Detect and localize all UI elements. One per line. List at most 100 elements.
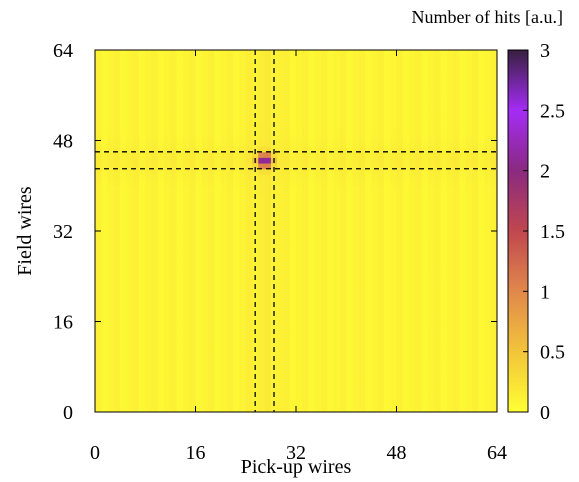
heatmap-cell [465, 321, 473, 328]
heatmap-cell [390, 185, 397, 192]
heatmap-cell [208, 180, 215, 187]
heatmap-cell [164, 225, 171, 232]
heatmap-cell [289, 395, 297, 402]
heatmap-cell [138, 355, 146, 362]
heatmap-cell [308, 112, 316, 119]
heatmap-cell [453, 287, 460, 294]
heatmap-cell [189, 327, 196, 334]
heatmap-cell [308, 72, 316, 79]
heatmap-cell [220, 151, 228, 158]
heatmap-cell [164, 185, 171, 192]
heatmap-cell [252, 89, 259, 96]
heatmap-cell [371, 270, 379, 277]
heatmap-cell [157, 247, 165, 255]
heatmap-cell [264, 61, 272, 68]
heatmap-cell [302, 361, 309, 368]
heatmap-cell [321, 117, 328, 124]
heatmap-cell [214, 338, 222, 345]
heatmap-cell [245, 146, 253, 153]
heatmap-cell [396, 151, 404, 158]
heatmap-cell [308, 180, 316, 187]
heatmap-cell [296, 163, 303, 170]
heatmap-cell [402, 293, 410, 300]
heatmap-cell [145, 355, 152, 362]
heatmap-cell [484, 304, 492, 311]
heatmap-cell [365, 383, 372, 390]
heatmap-cell [478, 332, 485, 339]
heatmap-cell [239, 321, 247, 328]
heatmap-cell [390, 276, 397, 283]
heatmap-cell [220, 327, 228, 334]
heatmap-cell [327, 344, 335, 351]
heatmap-cell [327, 349, 335, 356]
heatmap-cell [201, 174, 209, 181]
heatmap-cell [465, 146, 473, 153]
heatmap-cell [245, 168, 253, 175]
heatmap-cell [258, 72, 265, 79]
heatmap-cell [120, 106, 127, 113]
heatmap-cell [415, 378, 423, 385]
heatmap-cell [383, 395, 391, 402]
heatmap-cell [113, 157, 121, 164]
heatmap-cell [409, 338, 416, 345]
heatmap-cell [409, 315, 416, 322]
heatmap-cell [245, 129, 253, 136]
heatmap-cell [314, 129, 322, 136]
heatmap-cell [195, 378, 203, 385]
heatmap-cell [195, 112, 203, 119]
heatmap-cell [113, 140, 121, 147]
heatmap-cell [377, 78, 385, 85]
heatmap-cell [277, 349, 284, 356]
heatmap-cell [465, 361, 473, 368]
heatmap-cell [145, 361, 152, 368]
heatmap-cell [289, 83, 297, 90]
heatmap-cell [277, 332, 284, 339]
heatmap-cell [107, 180, 115, 187]
heatmap-cell [239, 361, 247, 368]
heatmap-cell [365, 72, 372, 79]
heatmap-cell [170, 259, 178, 266]
heatmap-cell [283, 378, 291, 385]
heatmap-cell [289, 242, 297, 249]
heatmap-cell [157, 174, 165, 181]
heatmap-cell [95, 400, 102, 407]
heatmap-cell [308, 61, 316, 68]
heatmap-cell [226, 123, 234, 130]
heatmap-cell [321, 106, 328, 113]
heatmap-cell [446, 253, 454, 260]
heatmap-cell [427, 264, 435, 271]
heatmap-cell [264, 214, 272, 221]
heatmap-cell [264, 106, 272, 113]
heatmap-cell [264, 117, 272, 124]
heatmap-cell [459, 89, 466, 96]
heatmap-cell [459, 293, 466, 300]
heatmap-cell [427, 383, 435, 390]
heatmap-cell [383, 344, 391, 351]
heatmap-cell [126, 400, 134, 407]
heatmap-cell [296, 72, 303, 79]
heatmap-cell [233, 100, 240, 107]
heatmap-cell [365, 55, 372, 62]
heatmap-cell [182, 129, 190, 136]
heatmap-cell [314, 253, 322, 260]
heatmap-cell [383, 95, 391, 102]
heatmap-cell [101, 185, 108, 192]
heatmap-cell [189, 395, 196, 402]
heatmap-cell [120, 180, 127, 187]
heatmap-cell [321, 89, 328, 96]
heatmap-cell [208, 344, 215, 351]
heatmap-cell [446, 157, 454, 164]
heatmap-cell [226, 264, 234, 271]
heatmap-cell [157, 72, 165, 79]
heatmap-cell [358, 389, 366, 396]
heatmap-cell [157, 129, 165, 136]
heatmap-cell [459, 129, 466, 136]
heatmap-cell [201, 208, 209, 215]
heatmap-cell [490, 378, 498, 385]
heatmap-cell [434, 197, 441, 204]
heatmap-cell [346, 123, 353, 130]
heatmap-cell [490, 197, 498, 204]
heatmap-cell [277, 355, 284, 362]
heatmap-cell [415, 185, 423, 192]
heatmap-cell [201, 253, 209, 260]
